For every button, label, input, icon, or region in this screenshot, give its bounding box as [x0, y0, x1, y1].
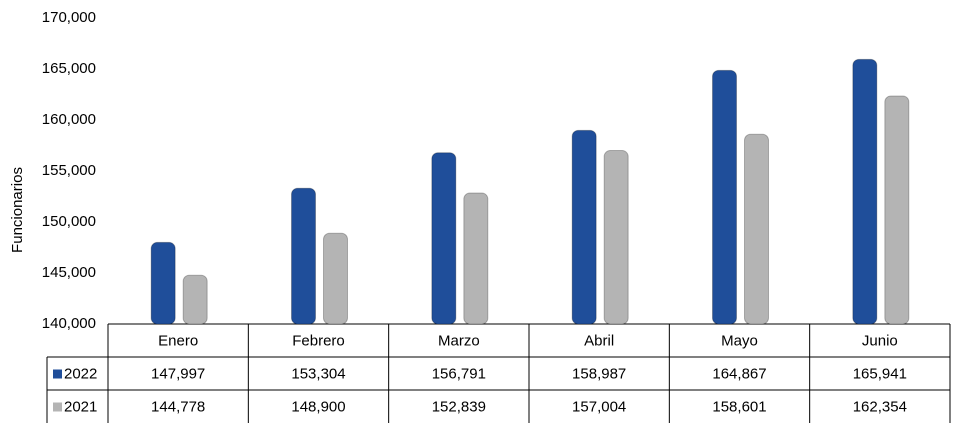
data-label: 156,791	[432, 365, 486, 382]
bar	[323, 232, 348, 325]
bar	[884, 95, 910, 325]
data-label: 153,304	[291, 365, 345, 382]
x-tick-label: Junio	[862, 332, 898, 349]
y-tick-label: 145,000	[42, 264, 96, 281]
y-tick-label: 155,000	[42, 162, 96, 179]
bar	[712, 69, 737, 325]
data-label: 148,900	[291, 398, 345, 415]
bar	[463, 192, 489, 325]
data-label: 162,354	[853, 398, 907, 415]
y-tick-label: 170,000	[42, 9, 96, 26]
data-label: 147,997	[151, 365, 205, 382]
x-tick-label: Marzo	[438, 332, 480, 349]
data-label: 144,778	[151, 398, 205, 415]
data-label: 165,941	[853, 365, 907, 382]
legend-label: 2022	[64, 365, 97, 382]
bar	[291, 187, 316, 325]
bar	[571, 129, 597, 325]
bar	[431, 152, 457, 325]
y-axis-label: Funcionarios	[9, 167, 26, 253]
y-tick-label: 150,000	[42, 213, 96, 230]
x-tick-label: Febrero	[292, 332, 345, 349]
y-tick-label: 160,000	[42, 111, 96, 128]
legend-swatch	[53, 402, 62, 412]
bar	[603, 150, 629, 325]
x-tick-label: Mayo	[721, 332, 758, 349]
bar	[852, 58, 878, 325]
bar	[150, 241, 176, 325]
data-label: 157,004	[572, 398, 626, 415]
data-label: 164,867	[712, 365, 766, 382]
data-label: 152,839	[432, 398, 486, 415]
legend-swatch	[53, 369, 62, 379]
bar	[182, 274, 208, 325]
bar	[744, 133, 769, 325]
legend-label: 2021	[64, 398, 97, 415]
x-tick-label: Abril	[584, 332, 614, 349]
data-label: 158,987	[572, 365, 626, 382]
data-label: 158,601	[712, 398, 766, 415]
x-tick-label: Enero	[158, 332, 198, 349]
y-tick-label: 165,000	[42, 60, 96, 77]
y-tick-label: 140,000	[42, 315, 96, 332]
